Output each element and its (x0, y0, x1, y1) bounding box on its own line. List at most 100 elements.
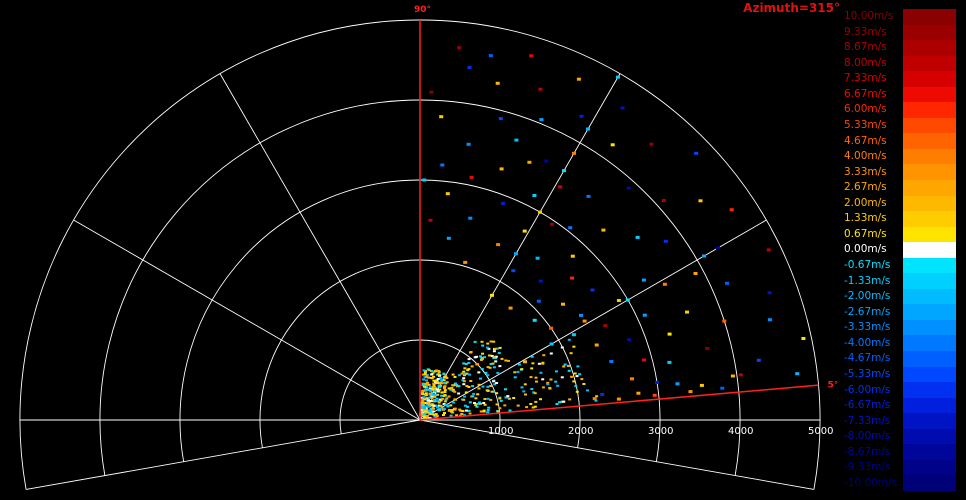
near-clutter (436, 406, 440, 409)
near-clutter (525, 406, 529, 409)
near-clutter (472, 392, 476, 395)
near-clutter (432, 375, 436, 378)
near-clutter (460, 372, 464, 375)
near-clutter (429, 389, 433, 392)
velocity-point (642, 358, 647, 362)
near-clutter (468, 401, 472, 404)
velocity-point (469, 175, 474, 179)
near-clutter (442, 372, 446, 375)
near-clutter (475, 355, 479, 358)
velocity-point (610, 143, 615, 147)
near-clutter (420, 396, 424, 399)
near-clutter (473, 402, 476, 405)
near-clutter (458, 414, 462, 417)
near-clutter (470, 365, 474, 368)
near-clutter (465, 409, 468, 412)
near-clutter (534, 376, 538, 379)
colorbar-label: 3.33m/s (844, 165, 887, 178)
colorbar-swatch (903, 133, 956, 149)
near-clutter (496, 347, 499, 350)
velocity-point (582, 319, 587, 323)
colorbar-label: 8.00m/s (844, 56, 887, 69)
near-clutter (462, 362, 466, 365)
near-clutter (486, 366, 490, 369)
near-clutter (481, 344, 485, 347)
near-clutter (435, 397, 439, 400)
near-clutter (461, 410, 465, 413)
near-clutter (427, 399, 430, 402)
colorbar-label: 9.33m/s (844, 25, 887, 38)
velocity-point (538, 279, 543, 283)
near-clutter (425, 386, 429, 389)
near-clutter (535, 380, 538, 383)
near-clutter (475, 405, 479, 408)
colorbar-swatch (903, 397, 956, 414)
colorbar-label: -6.67m/s (844, 399, 891, 412)
velocity-point (579, 114, 584, 118)
velocity-point (616, 299, 621, 302)
near-clutter (427, 383, 431, 386)
near-clutter (432, 407, 436, 410)
velocity-point (730, 374, 735, 378)
near-clutter (573, 372, 577, 375)
near-clutter (428, 392, 432, 395)
near-clutter (498, 365, 502, 368)
near-clutter (562, 365, 566, 368)
near-clutter (530, 388, 534, 390)
colorbar-swatch (903, 288, 956, 305)
near-clutter (426, 388, 430, 391)
near-clutter (495, 382, 499, 384)
velocity-point (698, 199, 703, 203)
near-clutter (430, 403, 434, 405)
near-clutter (433, 400, 437, 403)
near-clutter (459, 409, 463, 412)
colorbar-swatch (903, 24, 956, 41)
colorbar-swatch (903, 211, 956, 227)
near-clutter (575, 375, 579, 378)
colorbar-label: 0.67m/s (844, 227, 887, 240)
near-clutter (457, 385, 461, 388)
near-clutter (424, 383, 428, 386)
near-clutter (442, 403, 446, 405)
near-clutter (438, 385, 442, 388)
near-clutter (486, 374, 490, 377)
near-clutter (442, 414, 445, 416)
near-clutter (499, 399, 503, 402)
colorbar-label: -8.67m/s (844, 445, 891, 458)
near-clutter (567, 338, 571, 341)
near-clutter (436, 378, 440, 380)
near-clutter (435, 414, 439, 417)
near-clutter (439, 407, 443, 410)
velocity-point (795, 372, 800, 376)
velocity-point (457, 46, 462, 50)
velocity-point (535, 256, 540, 260)
near-clutter (434, 413, 438, 416)
range-tick-label: 3000 (648, 426, 673, 437)
near-clutter (455, 384, 459, 387)
near-clutter (443, 387, 446, 390)
near-clutter (595, 395, 599, 398)
near-clutter (530, 355, 534, 358)
near-clutter (455, 414, 459, 417)
velocity-point (702, 254, 707, 258)
velocity-point (767, 291, 772, 295)
velocity-point (558, 185, 563, 189)
velocity-point (601, 228, 606, 232)
near-clutter (483, 403, 487, 406)
colorbar-swatch (903, 335, 956, 352)
near-clutter (475, 403, 479, 405)
near-clutter (473, 340, 477, 343)
velocity-point (661, 199, 666, 202)
near-clutter (466, 369, 470, 372)
near-clutter (438, 374, 441, 377)
near-clutter (443, 381, 447, 384)
near-clutter (437, 404, 441, 407)
velocity-point (499, 167, 504, 171)
near-clutter (437, 401, 441, 404)
near-clutter (424, 370, 428, 372)
velocity-point (561, 302, 565, 306)
near-clutter (488, 354, 491, 357)
near-clutter (488, 366, 492, 369)
near-clutter (432, 383, 436, 386)
velocity-point (586, 194, 591, 198)
